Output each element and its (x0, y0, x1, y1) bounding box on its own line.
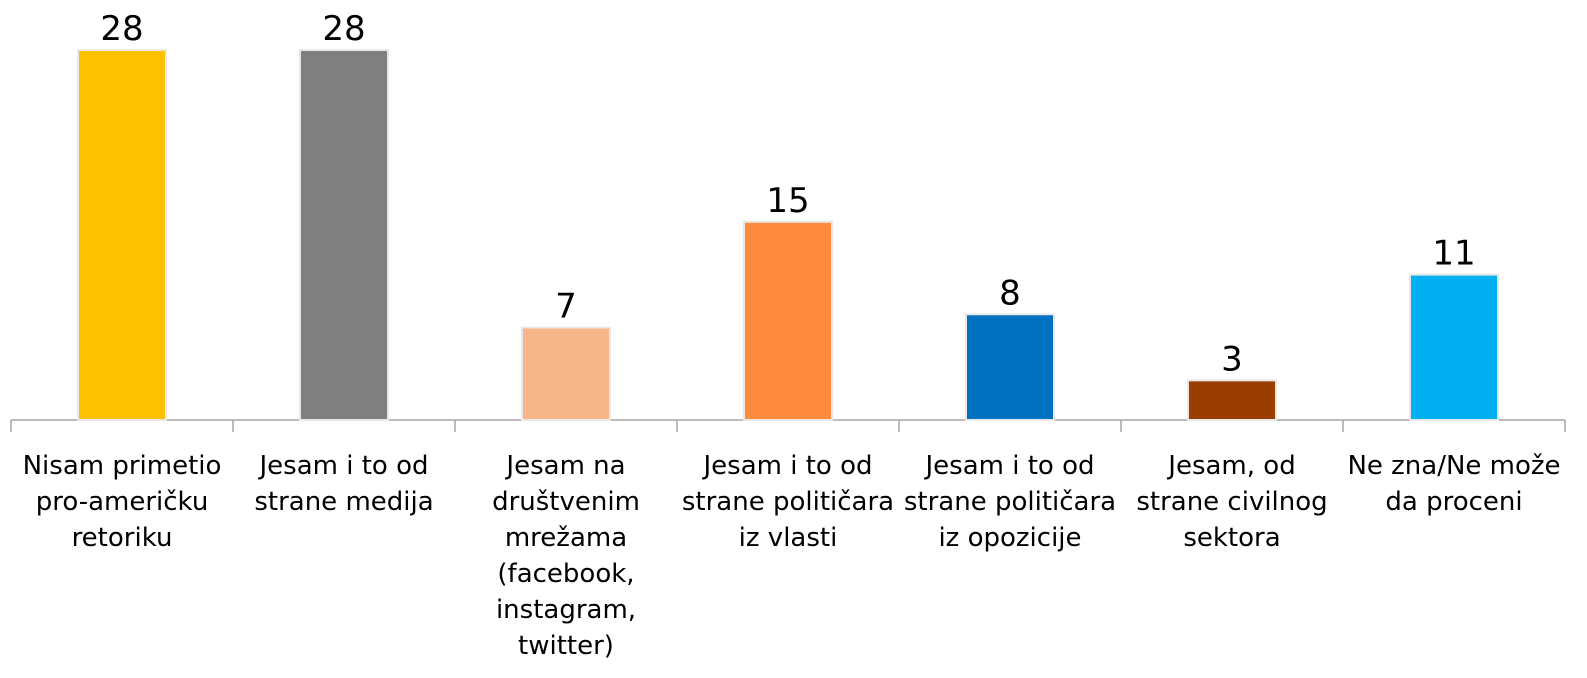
bar (743, 220, 833, 421)
value-label: 11 (1432, 234, 1475, 274)
x-tick-label: Nisam primetio pro-američku retoriku (22, 451, 222, 553)
x-tick-label: Ne zna/Ne može da proceni (1347, 451, 1561, 517)
bar (299, 49, 389, 421)
value-label: 28 (100, 9, 143, 49)
value-label: 15 (766, 181, 809, 221)
bar (965, 313, 1055, 421)
x-tick-label: Jesam i to od strane političara iz opozi… (903, 451, 1117, 553)
value-label: 7 (555, 287, 577, 327)
x-tick-label: Jesam na društvenim mrežama (facebook, i… (492, 451, 640, 661)
x-tick-label: Jesam i to od strane medija (254, 451, 434, 517)
x-tick-label: Jesam i to od strane političara iz vlast… (681, 451, 895, 553)
bar (1187, 379, 1277, 422)
bar (521, 326, 611, 421)
x-tick-label: Jesam, od strane civilnog sektora (1136, 451, 1328, 553)
value-label: 3 (1221, 339, 1243, 379)
bar (77, 49, 167, 421)
value-label: 28 (322, 9, 365, 49)
bar (1409, 273, 1499, 421)
value-label: 8 (999, 273, 1021, 313)
